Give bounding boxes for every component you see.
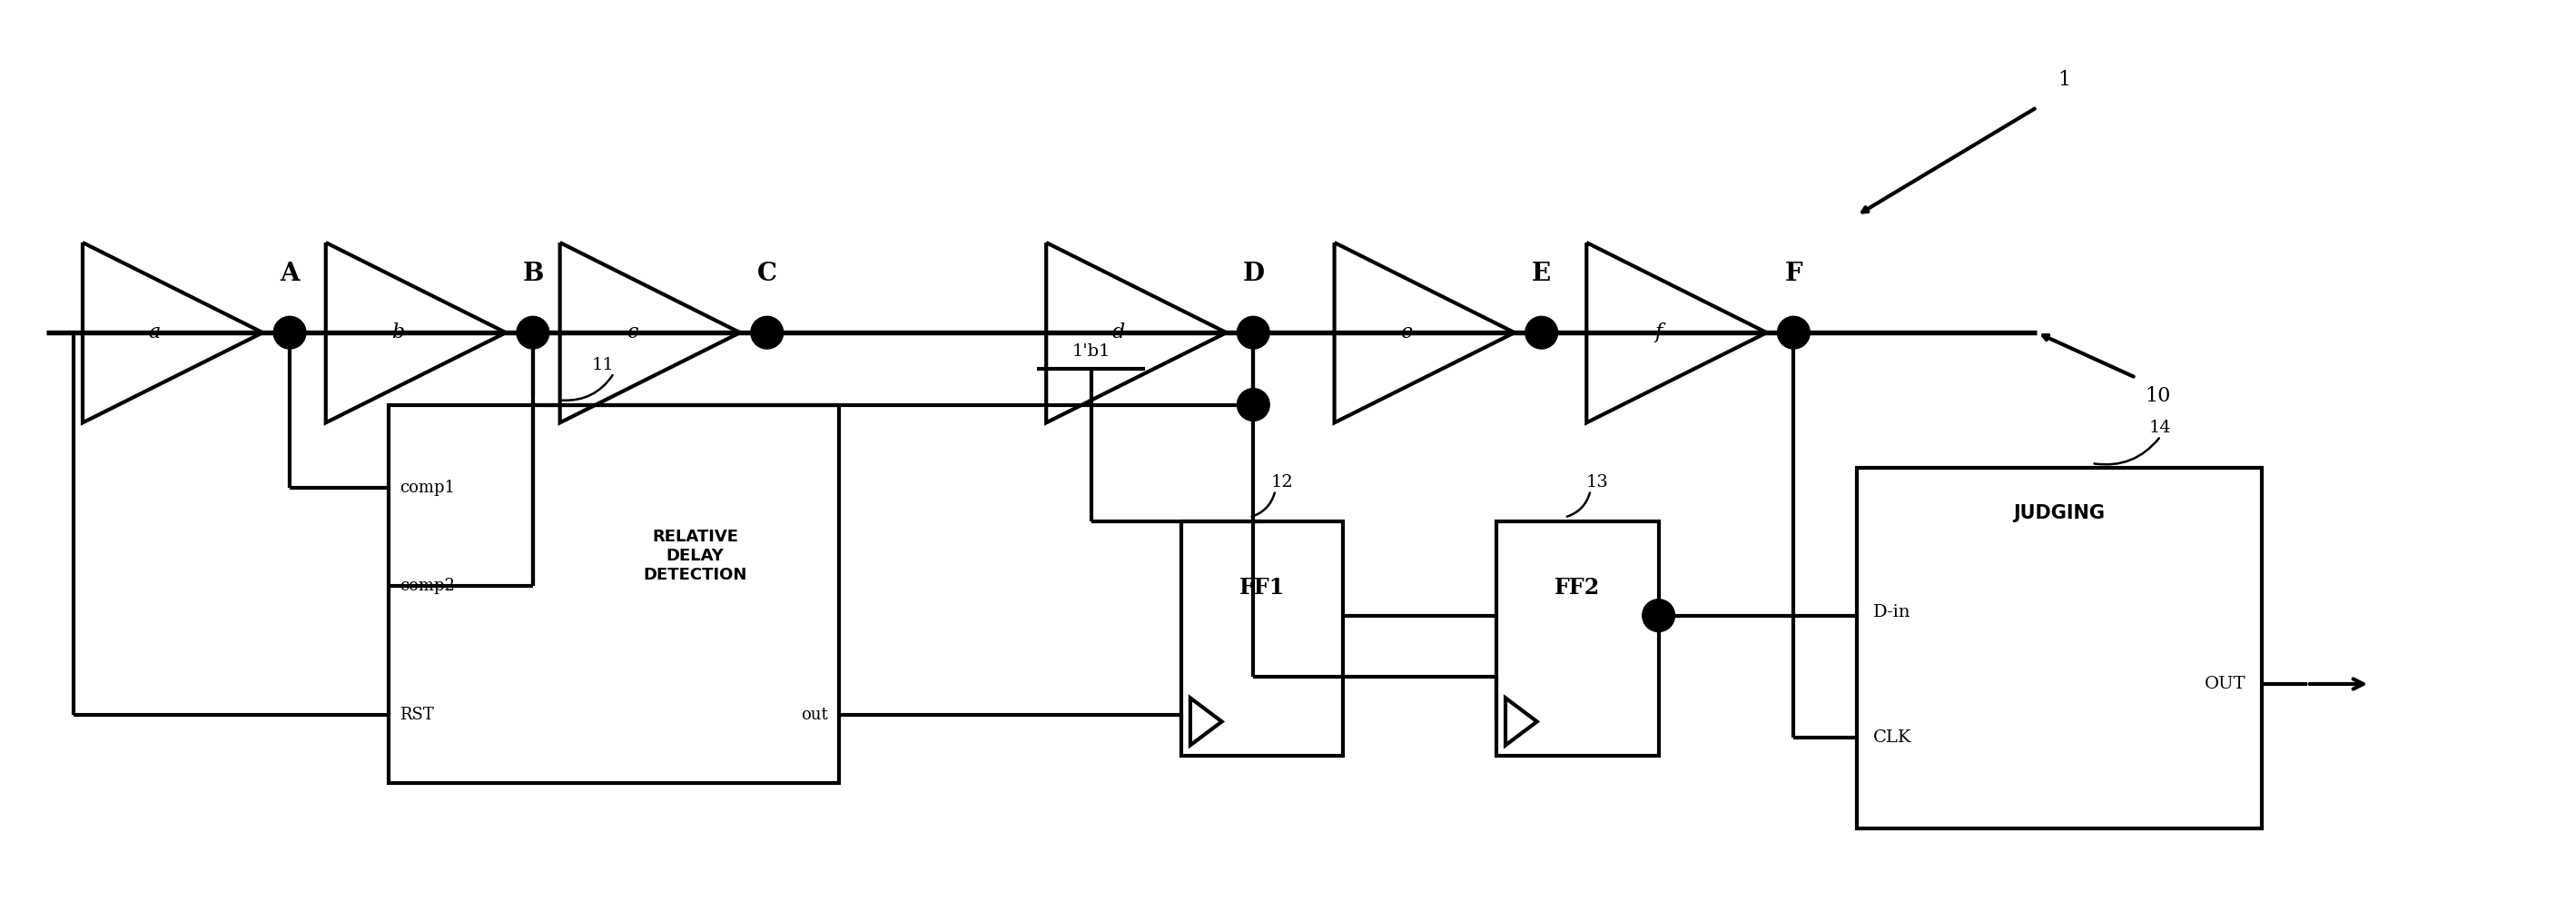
- Text: D: D: [1242, 261, 1265, 286]
- Text: E: E: [1533, 261, 1551, 286]
- Text: 14: 14: [2148, 420, 2172, 436]
- Text: a: a: [149, 323, 160, 343]
- Text: 13: 13: [1587, 474, 1607, 491]
- Text: B: B: [523, 261, 544, 286]
- Text: d: d: [1113, 323, 1126, 343]
- Text: D-in: D-in: [1873, 604, 1911, 621]
- Text: 1'b1: 1'b1: [1072, 343, 1110, 360]
- Text: 11: 11: [592, 357, 613, 373]
- Bar: [1182, 522, 1342, 756]
- Text: comp1: comp1: [399, 479, 456, 496]
- Circle shape: [750, 316, 783, 349]
- Text: 10: 10: [2146, 385, 2172, 406]
- Bar: [1857, 467, 2262, 828]
- Text: FF2: FF2: [1556, 576, 1600, 598]
- Circle shape: [518, 316, 549, 349]
- Text: CLK: CLK: [1873, 730, 1911, 746]
- Text: JUDGING: JUDGING: [2014, 503, 2105, 522]
- Text: F: F: [1785, 261, 1803, 286]
- Text: RELATIVE
DELAY
DETECTION: RELATIVE DELAY DETECTION: [644, 529, 747, 583]
- Bar: [1497, 522, 1659, 756]
- Text: 12: 12: [1270, 474, 1293, 491]
- Circle shape: [1236, 316, 1270, 349]
- Text: e: e: [1401, 323, 1412, 343]
- Text: 1: 1: [2058, 70, 2071, 90]
- Text: out: out: [801, 707, 829, 723]
- Circle shape: [1525, 316, 1558, 349]
- Bar: [389, 405, 840, 783]
- Text: OUT: OUT: [2205, 676, 2246, 692]
- Text: f: f: [1654, 323, 1662, 343]
- Text: comp2: comp2: [399, 578, 456, 595]
- Text: A: A: [281, 261, 299, 286]
- Circle shape: [1643, 599, 1674, 632]
- Circle shape: [1777, 316, 1811, 349]
- Text: C: C: [757, 261, 778, 286]
- Text: RST: RST: [399, 707, 433, 723]
- Circle shape: [273, 316, 307, 349]
- Circle shape: [1236, 388, 1270, 421]
- Text: c: c: [626, 323, 639, 343]
- Text: b: b: [392, 323, 404, 343]
- Text: FF1: FF1: [1239, 576, 1285, 598]
